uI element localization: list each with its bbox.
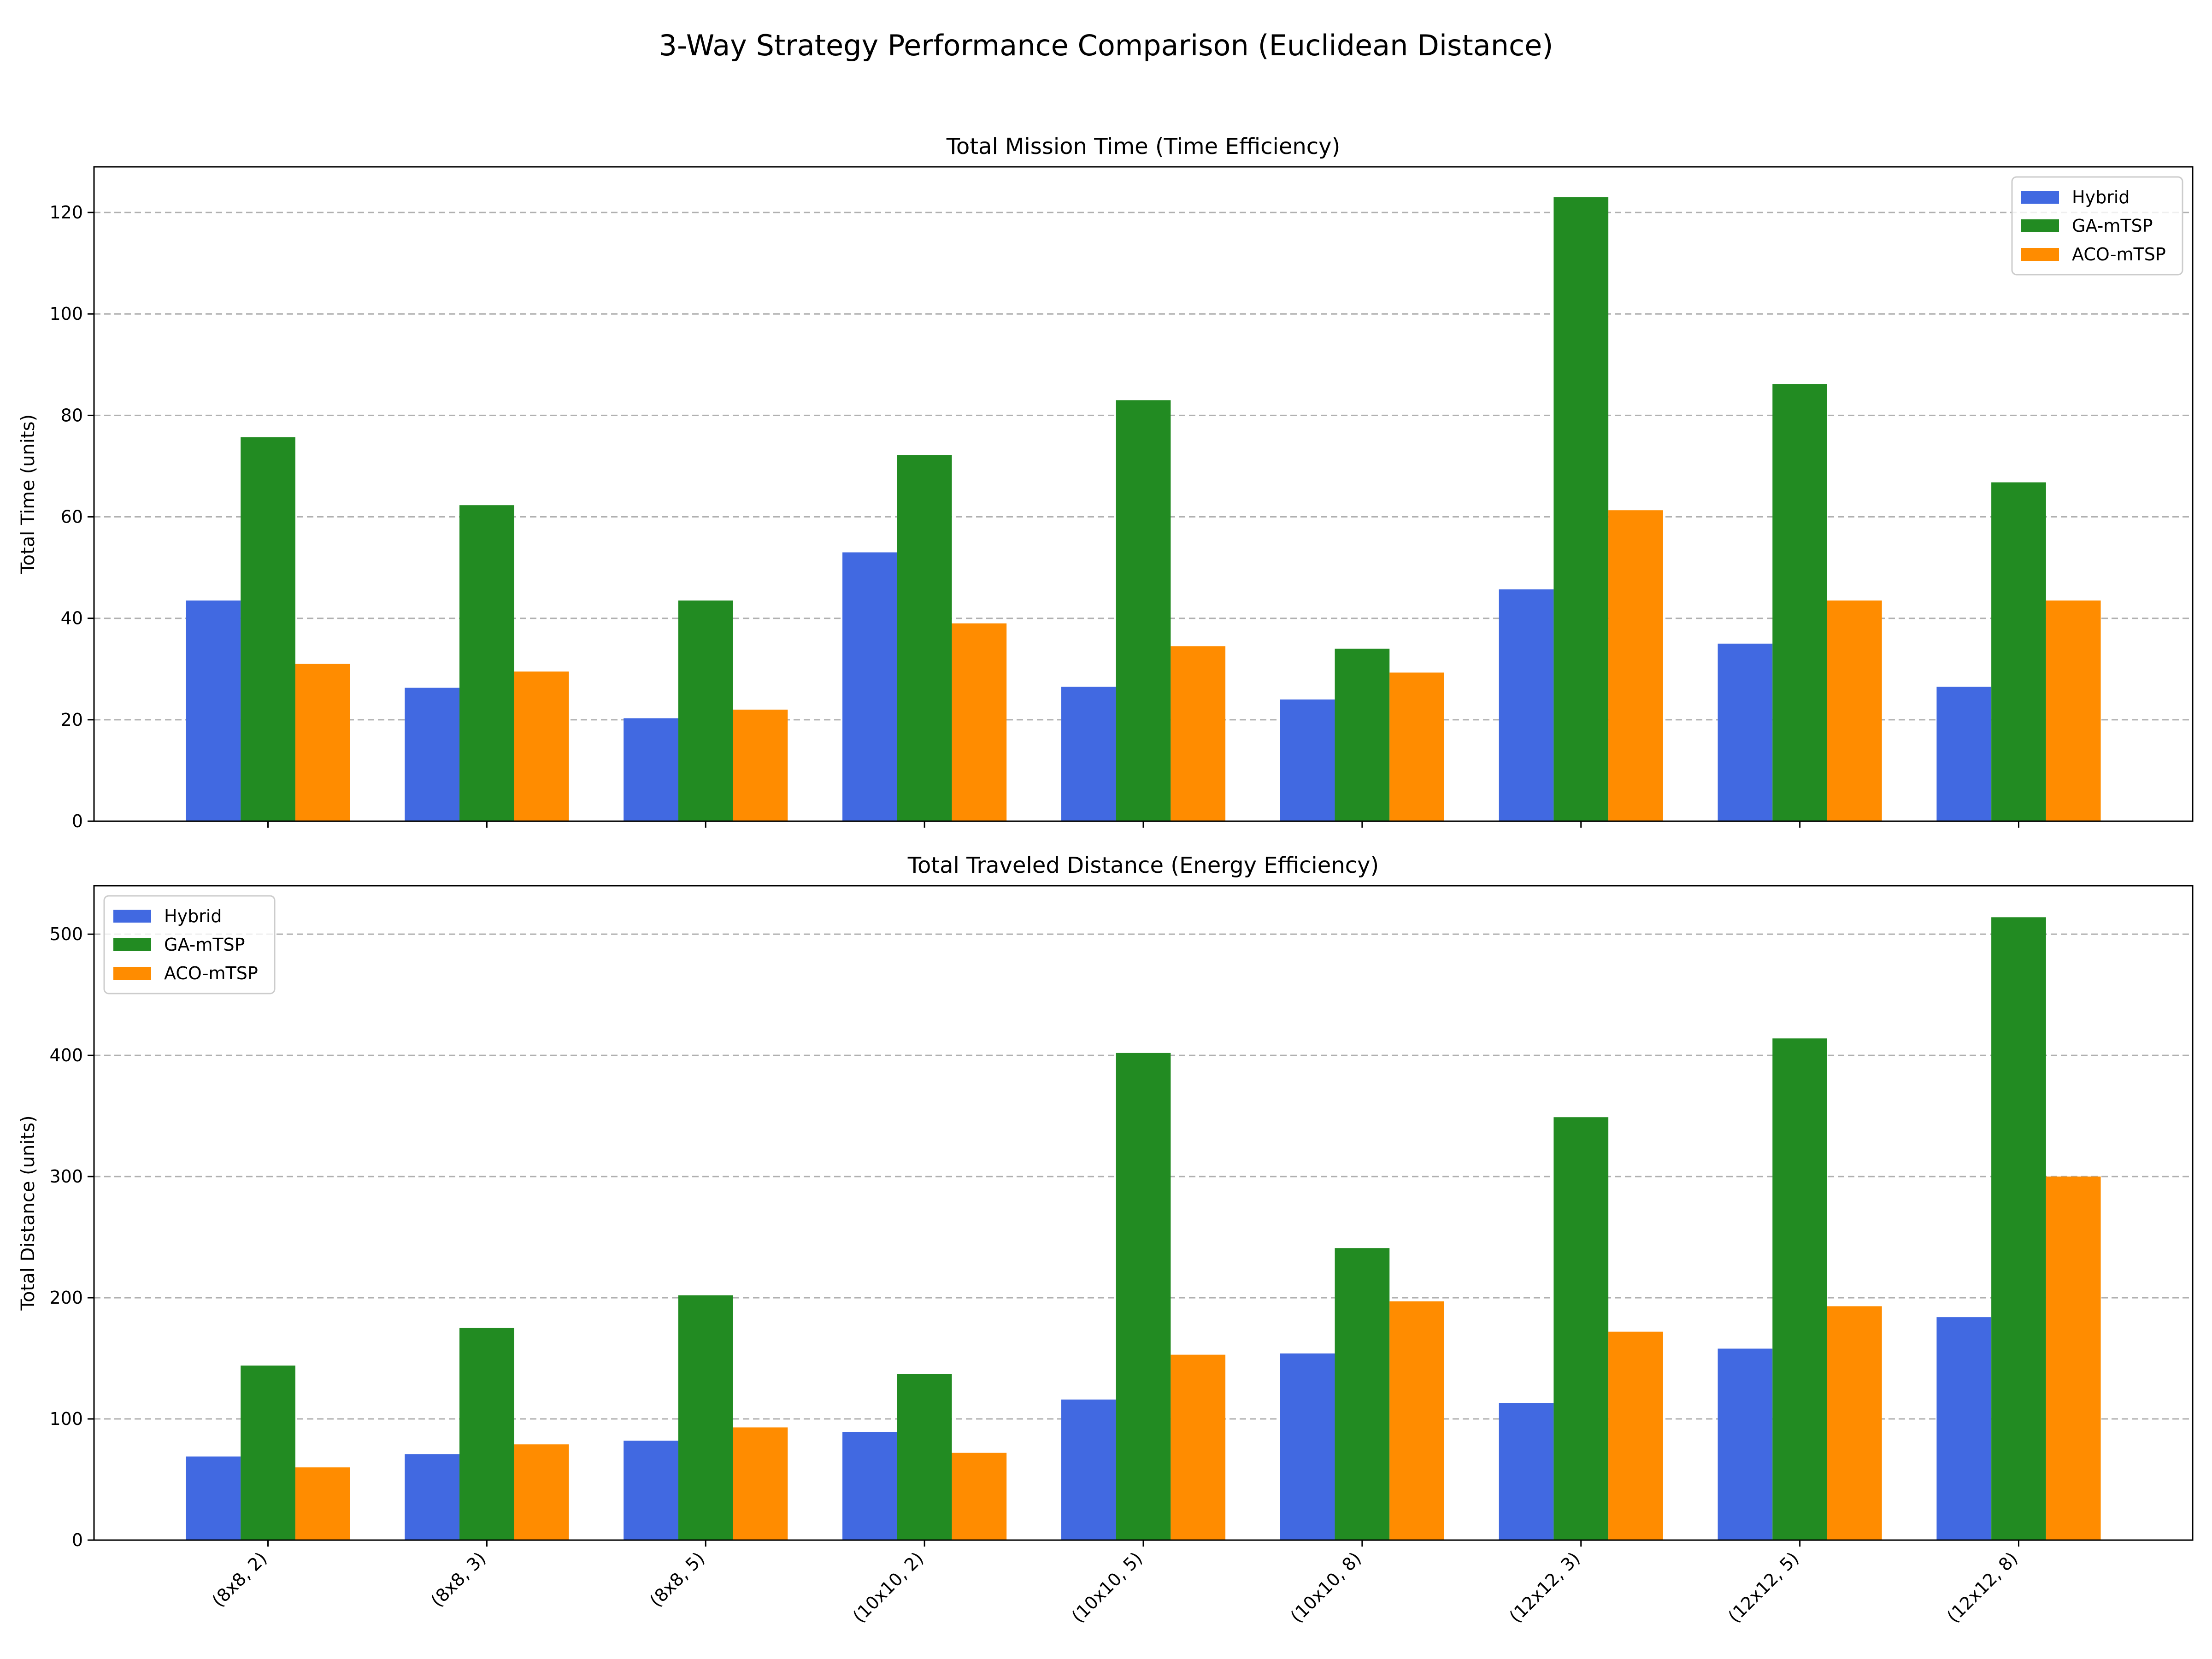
bar-hybrid-4 — [1061, 1399, 1116, 1540]
bar-aco-mtsp-6 — [1608, 510, 1663, 821]
bar-hybrid-1 — [405, 1454, 460, 1540]
y-tick-label: 20 — [61, 710, 83, 730]
bar-ga-mtsp-4 — [1116, 1053, 1171, 1540]
bar-hybrid-3 — [842, 1432, 897, 1540]
time-chart-panel: Total Mission Time (Time Efficiency) 0 20 4… — [18, 134, 2194, 831]
y-tick-label: 0 — [72, 1530, 83, 1550]
legend-label-ga-mtsp: GA-mTSP — [2072, 216, 2153, 236]
x-tick-label: (10x10, 2) — [849, 1548, 928, 1627]
x-tick-label: (8x8, 2) — [208, 1548, 271, 1611]
y-tick-label: 500 — [49, 924, 83, 944]
x-tick-label: (12x12, 5) — [1724, 1548, 1803, 1627]
bar-hybrid-2 — [624, 1441, 678, 1540]
bar-aco-mtsp-1 — [514, 1444, 569, 1540]
legend-swatch-ga-mtsp — [113, 938, 151, 951]
bar-aco-mtsp-3 — [952, 1453, 1007, 1540]
bar-hybrid-5 — [1280, 699, 1335, 821]
y-axis-label: Total Distance (units) — [18, 1115, 39, 1311]
bar-hybrid-3 — [842, 552, 897, 821]
bar-hybrid-4 — [1061, 687, 1116, 821]
bar-ga-mtsp-5 — [1335, 648, 1390, 821]
bar-ga-mtsp-6 — [1553, 197, 1609, 821]
y-tick-label: 0 — [72, 811, 83, 831]
x-tick-label: (8x8, 5) — [646, 1548, 708, 1611]
y-tick-label: 400 — [49, 1045, 83, 1065]
legend: Hybrid GA-mTSP ACO-mTSP — [103, 895, 276, 994]
bar-ga-mtsp-3 — [897, 1374, 952, 1540]
bar-ga-mtsp-4 — [1116, 400, 1171, 821]
bar-hybrid-8 — [1936, 687, 1992, 821]
y-tick-label: 300 — [49, 1166, 83, 1187]
bar-aco-mtsp-4 — [1171, 1354, 1226, 1540]
bar-ga-mtsp-0 — [241, 1365, 295, 1540]
bar-ga-mtsp-8 — [1991, 917, 2046, 1540]
bar-aco-mtsp-7 — [1827, 600, 1882, 821]
y-tick-label: 80 — [61, 405, 83, 425]
bar-ga-mtsp-7 — [1772, 1038, 1827, 1540]
legend-label-ga-mtsp: GA-mTSP — [164, 935, 245, 955]
bar-aco-mtsp-8 — [2046, 1177, 2101, 1540]
bar-aco-mtsp-1 — [514, 671, 569, 821]
x-tick-label: (12x12, 8) — [1943, 1548, 2022, 1627]
legend-swatch-hybrid — [113, 910, 151, 923]
y-axis-label: Total Time (units) — [18, 414, 39, 574]
bar-ga-mtsp-2 — [678, 1295, 733, 1540]
y-tick-label: 200 — [49, 1288, 83, 1308]
legend-swatch-ga-mtsp — [2021, 219, 2059, 232]
bar-aco-mtsp-5 — [1389, 672, 1444, 821]
bar-hybrid-0 — [186, 600, 241, 821]
bar-aco-mtsp-8 — [2046, 600, 2101, 821]
legend-swatch-aco-mtsp — [113, 967, 151, 980]
y-tick-label: 120 — [49, 202, 83, 223]
legend-label-hybrid: Hybrid — [2072, 187, 2130, 207]
bar-ga-mtsp-6 — [1553, 1117, 1609, 1540]
y-tick-label: 60 — [61, 507, 83, 527]
bar-aco-mtsp-2 — [733, 709, 788, 821]
figure-title: 3-Way Strategy Performance Comparison (E… — [659, 29, 1553, 62]
bar-hybrid-2 — [624, 718, 678, 821]
bar-hybrid-7 — [1718, 1348, 1773, 1540]
bar-hybrid-6 — [1499, 1403, 1554, 1540]
chart-title: Total Traveled Distance (Energy Efficien… — [907, 853, 1379, 878]
bar-ga-mtsp-7 — [1772, 384, 1827, 821]
y-tick-label: 100 — [49, 304, 83, 324]
bar-aco-mtsp-5 — [1389, 1301, 1444, 1540]
bar-aco-mtsp-3 — [952, 623, 1007, 821]
bar-ga-mtsp-2 — [678, 600, 733, 821]
bar-aco-mtsp-0 — [295, 1467, 350, 1540]
chart-title: Total Mission Time (Time Efficiency) — [946, 134, 1341, 159]
bar-ga-mtsp-8 — [1991, 482, 2046, 821]
bar-aco-mtsp-2 — [733, 1427, 788, 1540]
y-tick-label: 100 — [49, 1409, 83, 1429]
bar-ga-mtsp-1 — [459, 1328, 514, 1540]
legend-swatch-hybrid — [2021, 191, 2059, 204]
bar-hybrid-8 — [1936, 1317, 1992, 1540]
legend-label-hybrid: Hybrid — [164, 906, 222, 926]
x-tick-label: (10x10, 5) — [1068, 1548, 1147, 1627]
bar-aco-mtsp-7 — [1827, 1306, 1882, 1540]
x-tick-label: (12x12, 3) — [1506, 1548, 1584, 1627]
bar-hybrid-5 — [1280, 1353, 1335, 1540]
bar-aco-mtsp-4 — [1171, 646, 1226, 821]
bar-hybrid-0 — [186, 1456, 241, 1540]
x-tick-label: (10x10, 8) — [1287, 1548, 1365, 1627]
legend-label-aco-mtsp: ACO-mTSP — [164, 963, 258, 983]
bar-hybrid-6 — [1499, 589, 1554, 821]
bar-ga-mtsp-3 — [897, 455, 952, 821]
bar-aco-mtsp-0 — [295, 664, 350, 821]
y-tick-label: 40 — [61, 608, 83, 629]
legend-swatch-aco-mtsp — [2021, 248, 2059, 261]
bar-aco-mtsp-6 — [1608, 1331, 1663, 1540]
legend: Hybrid GA-mTSP ACO-mTSP — [2011, 176, 2183, 276]
bar-ga-mtsp-5 — [1335, 1248, 1390, 1540]
legend-label-aco-mtsp: ACO-mTSP — [2072, 244, 2166, 265]
distance-chart-panel: Total Traveled Distance (Energy Efficien… — [18, 853, 2194, 1627]
bar-hybrid-7 — [1718, 643, 1773, 821]
x-tick-label: (8x8, 3) — [427, 1548, 489, 1611]
bar-ga-mtsp-0 — [241, 437, 295, 821]
bar-ga-mtsp-1 — [459, 505, 514, 821]
bar-hybrid-1 — [405, 688, 460, 821]
